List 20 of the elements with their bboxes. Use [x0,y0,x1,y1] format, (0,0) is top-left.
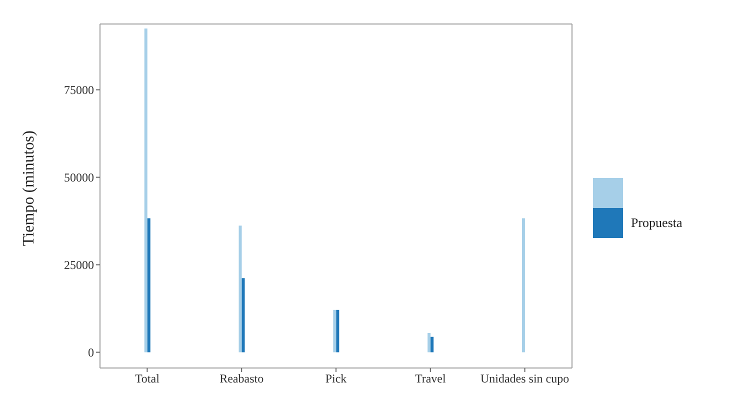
bar [336,310,340,352]
bar [522,218,525,352]
bar [242,278,245,352]
x-tick-label: Pick [325,372,347,386]
legend-label: Propuesta [631,215,682,231]
y-axis-title: Tiempo (minutos) [20,130,38,246]
x-tick-label: Reabasto [220,372,264,386]
bar [238,226,242,352]
x-tick-label: Unidades sin cupo [480,372,570,386]
x-tick-label: Travel [414,372,447,386]
bar [430,336,434,352]
y-tick-label: 75000 [64,83,94,98]
bar [333,310,336,352]
bar [147,218,150,352]
y-tick-label: 0 [88,346,94,360]
bar [428,333,431,352]
y-tick-label: 50000 [64,170,94,185]
y-tick-label: 25000 [64,258,94,272]
x-tick-label: Total [134,372,160,386]
bar [144,28,148,352]
